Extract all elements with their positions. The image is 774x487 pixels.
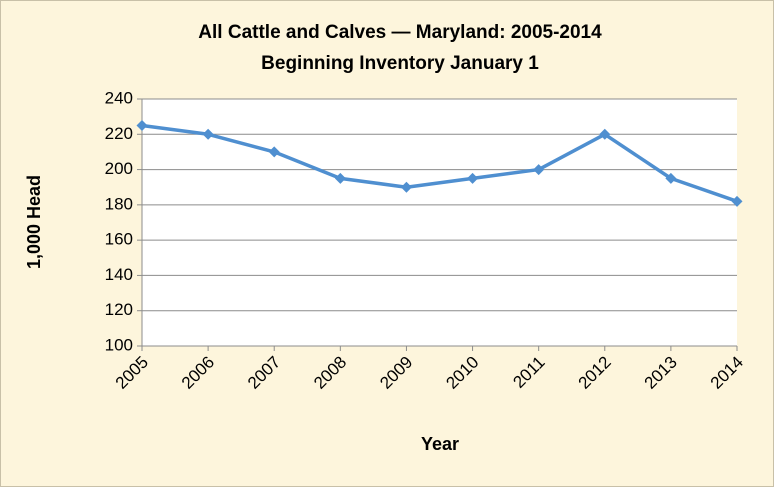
point-marker	[136, 119, 148, 131]
point-marker	[533, 164, 545, 176]
y-tick-label: 220	[105, 124, 133, 143]
y-tick-label: 140	[105, 265, 133, 284]
y-tick-label: 240	[105, 88, 133, 107]
y-tick-label: 200	[105, 159, 133, 178]
y-tick-label: 100	[105, 335, 133, 354]
point-marker	[665, 172, 677, 184]
chart-title: All Cattle and Calves — Maryland: 2005-2…	[198, 22, 602, 43]
y-tick-label: 120	[105, 300, 133, 319]
point-marker	[599, 128, 611, 140]
x-axis-title: Year	[421, 434, 459, 454]
chart-subtitle: Beginning Inventory January 1	[261, 53, 539, 74]
point-marker	[202, 128, 214, 140]
plot-area	[142, 99, 737, 346]
point-marker	[268, 146, 280, 158]
y-tick-label: 160	[105, 230, 133, 249]
point-marker	[400, 181, 412, 193]
point-marker	[334, 172, 346, 184]
y-tick-label: 180	[105, 194, 133, 213]
y-axis-title: 1,000 Head	[24, 175, 44, 269]
point-marker	[731, 195, 743, 207]
point-marker	[467, 172, 479, 184]
series-line	[141, 123, 738, 203]
